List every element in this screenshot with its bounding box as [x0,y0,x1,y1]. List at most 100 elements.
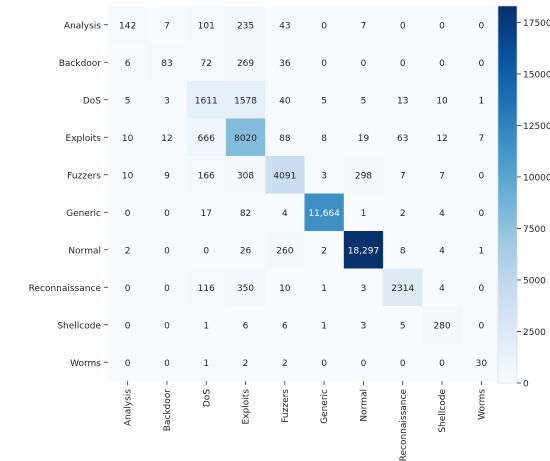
heatmap-cell-6-0 [108,231,148,269]
colorbar-strip [498,97,517,101]
cell-value-1-5: 0 [321,59,327,69]
heatmap-cell-3-8 [422,118,463,157]
heatmap-cells [108,6,502,382]
cell-value-5-1: 0 [164,209,170,219]
heatmap-cell-2-0 [108,81,148,119]
cell-value-3-5: 8 [321,134,327,144]
colorbar-strip [498,376,517,381]
colorbar-strip [498,100,517,104]
heatmap-cell-8-6 [343,306,384,344]
colorbar-strip [498,295,517,299]
cell-value-0-4: 43 [279,21,290,31]
cell-value-5-0: 0 [125,209,131,219]
colorbar-strip [498,109,517,114]
cell-value-2-2: 1611 [195,96,218,106]
colorbar-strip [498,310,517,315]
colorbar-strip [498,141,517,145]
cell-value-4-8: 7 [439,171,445,181]
cell-value-2-5: 5 [321,96,327,106]
colorbar-strip [498,260,517,265]
heatmap-cell-7-3 [225,268,266,307]
colorbar-strip [498,203,517,208]
colorbar-strip [498,31,517,35]
colorbar-strip [498,59,517,64]
heatmap-cell-9-2 [186,343,227,382]
heatmap-cell-6-7 [383,231,423,269]
heatmap-cell-9-1 [147,343,188,382]
row-label-1: Backdoor [59,59,102,69]
heatmap-cell-8-2 [186,306,227,344]
cell-value-8-5: 1 [321,321,327,331]
colorbar-strip [498,21,517,26]
heatmap-cell-3-1 [147,118,188,157]
heatmap-cell-2-2 [186,81,227,119]
heatmap-cell-9-7 [383,343,423,382]
cell-value-5-6: 1 [361,209,367,219]
colorbar-strip [498,379,517,384]
heatmap-cell-6-5 [304,231,345,269]
cell-value-8-7: 5 [400,321,406,331]
cell-value-7-5: 1 [321,284,327,294]
cell-value-0-2: 101 [198,21,215,31]
colorbar-tick-label-4: 10000 [523,173,550,183]
colorbar-tick-label-3: 7500 [523,225,546,235]
heatmap-cell-6-9 [461,231,502,269]
heatmap-cell-5-0 [108,193,148,232]
colorbar-strip [498,298,517,302]
heatmap-cell-0-2 [186,6,227,44]
cell-value-7-1: 0 [164,284,170,294]
cell-value-2-6: 5 [361,96,367,106]
colorbar-strip [498,159,517,164]
colorbar-strip [498,197,517,202]
heatmap-cell-3-2 [186,118,227,157]
heatmap-cell-1-8 [422,43,463,82]
colorbar-strip [498,169,517,174]
column-label-1: Backdoor [163,389,173,432]
colorbar-strip [498,27,517,32]
cell-value-9-2: 1 [203,359,209,369]
heatmap-cell-4-0 [108,156,148,194]
colorbar-strip [498,166,517,170]
cell-value-5-9: 0 [478,209,484,219]
colorbar-strip [498,194,517,199]
heatmap-cell-0-0 [108,6,148,44]
colorbar-strip [498,335,517,340]
heatmap-cell-8-8 [422,306,463,344]
heatmap-cell-0-4 [265,6,305,44]
cell-value-7-3: 350 [237,284,254,294]
heatmap-cell-1-0 [108,43,148,82]
colorbar-strip [498,367,517,372]
heatmap-cell-1-2 [186,43,227,82]
cell-value-4-5: 3 [321,171,327,181]
heatmap-cell-4-3 [225,156,266,194]
colorbar-strip [498,210,517,214]
cell-value-9-0: 0 [125,359,131,369]
heatmap-cell-8-5 [304,306,345,344]
cell-value-1-9: 0 [478,59,484,69]
heatmap-cell-6-2 [186,231,227,269]
cell-value-2-1: 3 [164,96,170,106]
colorbar-strip [498,313,517,318]
heatmap-cell-3-7 [383,118,423,157]
colorbar-strip [498,332,517,337]
heatmap-cell-8-3 [225,306,266,344]
heatmap-cell-0-9 [461,6,502,44]
colorbar-strip [498,244,517,249]
colorbar-strip [498,273,517,277]
heatmap-cell-4-8 [422,156,463,194]
colorbar-frame [497,5,518,384]
row-label-8: Shellcode [57,321,101,331]
cell-value-6-8: 4 [439,246,445,256]
heatmap-cell-6-8 [422,231,463,269]
heatmap-cell-9-3 [225,343,266,382]
colorbar-strip [498,115,517,120]
colorbar-strip [498,320,517,324]
heatmap-cell-2-6 [343,81,384,119]
colorbar-strip [498,229,517,233]
cell-value-8-1: 0 [164,321,170,331]
colorbar-strip [498,200,517,205]
colorbar-strip [498,68,517,73]
column-label-8: Shellcode [438,389,448,433]
heatmap-cell-7-8 [422,268,463,307]
